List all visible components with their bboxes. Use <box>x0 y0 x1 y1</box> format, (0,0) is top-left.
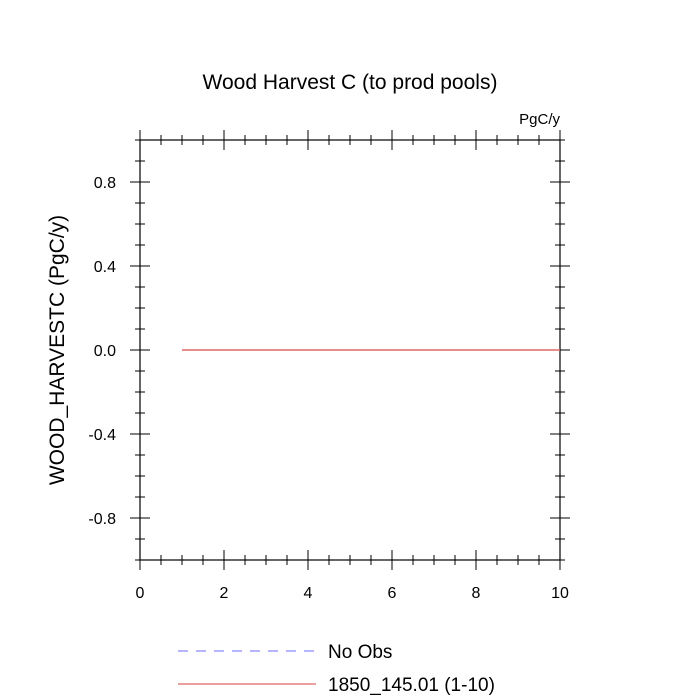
x-tick-label: 2 <box>220 585 229 602</box>
legend: No Obs 1850_145.01 (1-10) <box>178 642 495 696</box>
x-tick-label: 8 <box>472 585 481 602</box>
chart-title: Wood Harvest C (to prod pools) <box>203 71 498 94</box>
tick-labels: 0 2 4 6 8 10 0.8 0.4 0.0 -0.4 -0.8 <box>88 175 569 602</box>
y-tick-label: 0.0 <box>94 343 116 360</box>
units-label: PgC/y <box>519 111 560 128</box>
x-tick-label: 4 <box>304 585 313 602</box>
y-axis-label: WOOD_HARVESTC (PgC/y) <box>46 215 69 485</box>
y-tick-label: 0.8 <box>94 175 116 192</box>
x-tick-label: 6 <box>388 585 397 602</box>
y-tick-label: -0.4 <box>88 427 116 444</box>
x-tick-label: 0 <box>136 585 145 602</box>
x-tick-label: 10 <box>551 585 569 602</box>
legend-label: 1850_145.01 (1-10) <box>328 675 495 696</box>
y-tick-label: 0.4 <box>94 259 116 276</box>
axis-ticks <box>130 130 570 570</box>
y-tick-label: -0.8 <box>88 511 116 528</box>
legend-label: No Obs <box>328 642 392 663</box>
